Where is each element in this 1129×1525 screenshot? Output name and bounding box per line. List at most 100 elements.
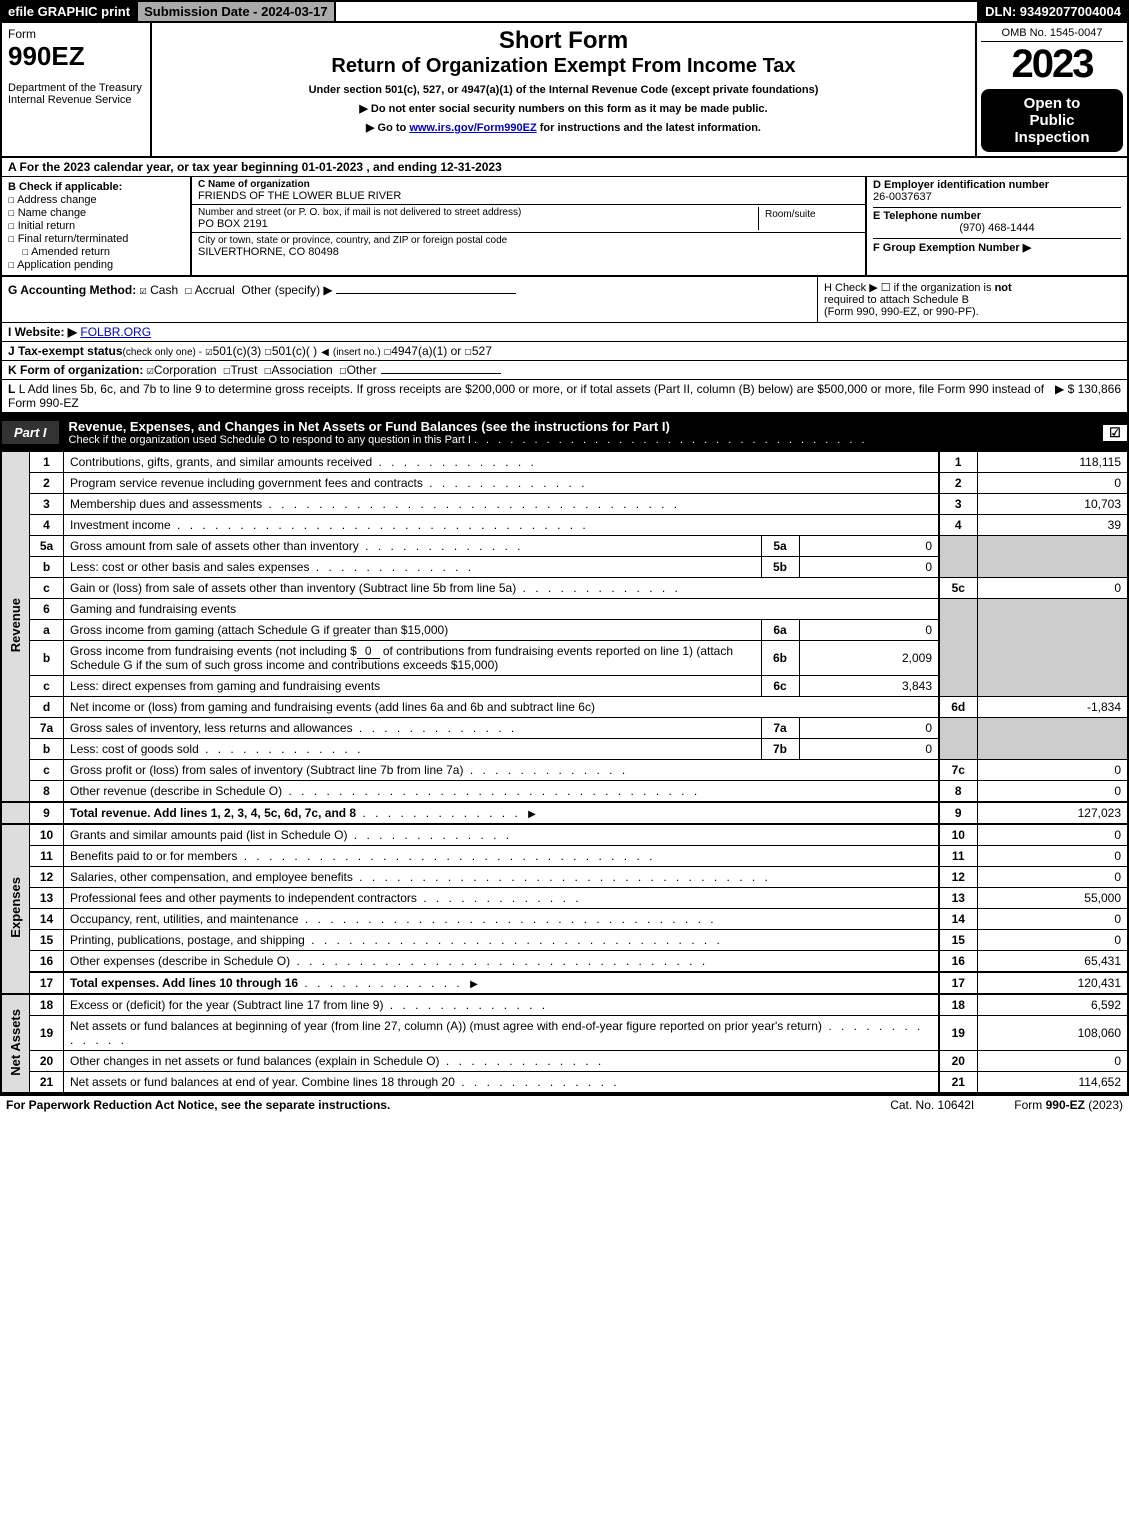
line-2-amount: 0 — [977, 473, 1127, 494]
part-1-subtitle: Check if the organization used Schedule … — [69, 434, 471, 446]
lbl-initial-return: Initial return — [18, 220, 75, 232]
chk-name-change[interactable] — [8, 206, 15, 219]
section-i: I Website: ▶ FOLBR.ORG — [2, 323, 1127, 342]
badge-line-1: Open to — [985, 95, 1119, 112]
part-1-tab: Part I — [2, 421, 59, 444]
chk-final-return[interactable] — [8, 232, 15, 245]
row-gh: G Accounting Method: Cash Accrual Other … — [2, 277, 1127, 323]
section-b: B Check if applicable: Address change Na… — [2, 177, 192, 275]
other-org-input[interactable] — [381, 373, 501, 374]
gray-cell — [977, 718, 1127, 760]
h-not: not — [995, 282, 1012, 294]
section-l: L L Add lines 5b, 6c, and 7b to line 9 t… — [2, 380, 1127, 414]
line-20-ref: 20 — [939, 1051, 977, 1072]
dots-icon — [359, 539, 524, 553]
line-5c-desc: Gain or (loss) from sale of assets other… — [70, 581, 516, 595]
line-6a-subvalue: 0 — [799, 620, 939, 641]
expenses-table: Expenses 10 Grants and similar amounts p… — [2, 823, 1127, 993]
section-j: J Tax-exempt status (check only one) - 5… — [2, 342, 1127, 361]
footer-cat-no: Cat. No. 10642I — [850, 1098, 1014, 1112]
line-3-desc: Membership dues and assessments — [70, 497, 262, 511]
lbl-527: 527 — [472, 344, 492, 358]
dots-icon — [417, 891, 582, 905]
efile-print-button[interactable]: efile GRAPHIC print — [2, 2, 138, 21]
chk-address-change[interactable] — [8, 193, 15, 206]
dots-icon — [262, 497, 680, 511]
other-method-input[interactable] — [336, 293, 516, 294]
part-1-check[interactable]: ☑ — [1103, 425, 1127, 441]
dots-icon — [309, 560, 474, 574]
part-1-title-wrap: Revenue, Expenses, and Changes in Net As… — [69, 415, 1103, 450]
submission-date-label: Submission Date - 2024-03-17 — [138, 2, 336, 21]
line-2-desc: Program service revenue including govern… — [70, 476, 423, 490]
chk-cash[interactable] — [140, 283, 147, 297]
chk-501c3[interactable] — [205, 344, 212, 358]
section-def: D Employer identification number 26-0037… — [867, 177, 1127, 275]
line-6b-inline-amt: 0 — [357, 644, 380, 659]
footer-form-no: 990-EZ — [1046, 1098, 1085, 1112]
website-link[interactable]: FOLBR.ORG — [80, 325, 151, 339]
lbl-final-return: Final return/terminated — [18, 233, 129, 245]
goto-link[interactable]: www.irs.gov/Form990EZ — [409, 122, 536, 134]
line-9-num: 9 — [30, 802, 64, 823]
line-1-ref: 1 — [939, 452, 977, 473]
chk-initial-return[interactable] — [8, 219, 15, 232]
form-number: 990EZ — [8, 41, 144, 72]
subtitle: Under section 501(c), 527, or 4947(a)(1)… — [162, 84, 965, 96]
j-sub: (check only one) - — [123, 347, 202, 358]
line-13-num: 13 — [30, 888, 64, 909]
dots-icon — [299, 912, 717, 926]
chk-association[interactable] — [264, 363, 271, 377]
lbl-amended-return: Amended return — [31, 246, 110, 258]
chk-4947[interactable] — [384, 344, 391, 358]
main-title: Return of Organization Exempt From Incom… — [162, 55, 965, 78]
street-value: PO BOX 2191 — [198, 218, 758, 230]
chk-amended-return[interactable] — [22, 245, 29, 258]
line-4-num: 4 — [30, 515, 64, 536]
lbl-4947: 4947(a)(1) or — [391, 344, 461, 358]
line-17-num: 17 — [30, 972, 64, 993]
g-label: G Accounting Method: — [8, 283, 136, 297]
lbl-trust: Trust — [231, 363, 258, 377]
chk-other-org[interactable] — [339, 363, 346, 377]
ssn-warning: ▶ Do not enter social security numbers o… — [162, 102, 965, 115]
chk-trust[interactable] — [223, 363, 230, 377]
website-label: I Website: ▶ — [8, 325, 77, 339]
line-7b-sublabel: 7b — [761, 739, 799, 760]
line-18-num: 18 — [30, 994, 64, 1016]
chk-527[interactable] — [465, 344, 472, 358]
line-10-amount: 0 — [977, 824, 1127, 846]
line-14-amount: 0 — [977, 909, 1127, 930]
line-18-amount: 6,592 — [977, 994, 1127, 1016]
arrow-icon — [466, 976, 482, 990]
line-11-amount: 0 — [977, 846, 1127, 867]
line-14-ref: 14 — [939, 909, 977, 930]
line-6b-sublabel: 6b — [761, 641, 799, 676]
gray-cell — [977, 536, 1127, 578]
ein-value: 26-0037637 — [873, 191, 1121, 203]
dots-icon — [372, 455, 537, 469]
dots-icon — [237, 849, 655, 863]
l-text: L Add lines 5b, 6c, and 7b to line 9 to … — [8, 382, 1044, 410]
chk-application-pending[interactable] — [8, 258, 15, 271]
chk-501c[interactable] — [265, 344, 272, 358]
chk-accrual[interactable] — [185, 283, 192, 297]
line-19-amount: 108,060 — [977, 1016, 1127, 1051]
street-label: Number and street (or P. O. box, if mail… — [198, 207, 758, 218]
line-5a-sublabel: 5a — [761, 536, 799, 557]
line-6d-ref: 6d — [939, 697, 977, 718]
info-grid: B Check if applicable: Address change Na… — [2, 177, 1127, 277]
omb-number: OMB No. 1545-0047 — [981, 27, 1123, 42]
chk-corporation[interactable] — [147, 363, 154, 377]
line-6b-num: b — [30, 641, 64, 676]
lbl-cash: Cash — [150, 283, 178, 297]
line-6c-num: c — [30, 676, 64, 697]
dept-label-1: Department of the Treasury — [8, 82, 144, 94]
line-7c-num: c — [30, 760, 64, 781]
line-7b-num: b — [30, 739, 64, 760]
line-1-num: 1 — [30, 452, 64, 473]
lbl-accrual: Accrual — [195, 283, 235, 297]
line-7a-desc: Gross sales of inventory, less returns a… — [70, 721, 353, 735]
lbl-address-change: Address change — [17, 194, 97, 206]
lbl-association: Association — [271, 363, 332, 377]
